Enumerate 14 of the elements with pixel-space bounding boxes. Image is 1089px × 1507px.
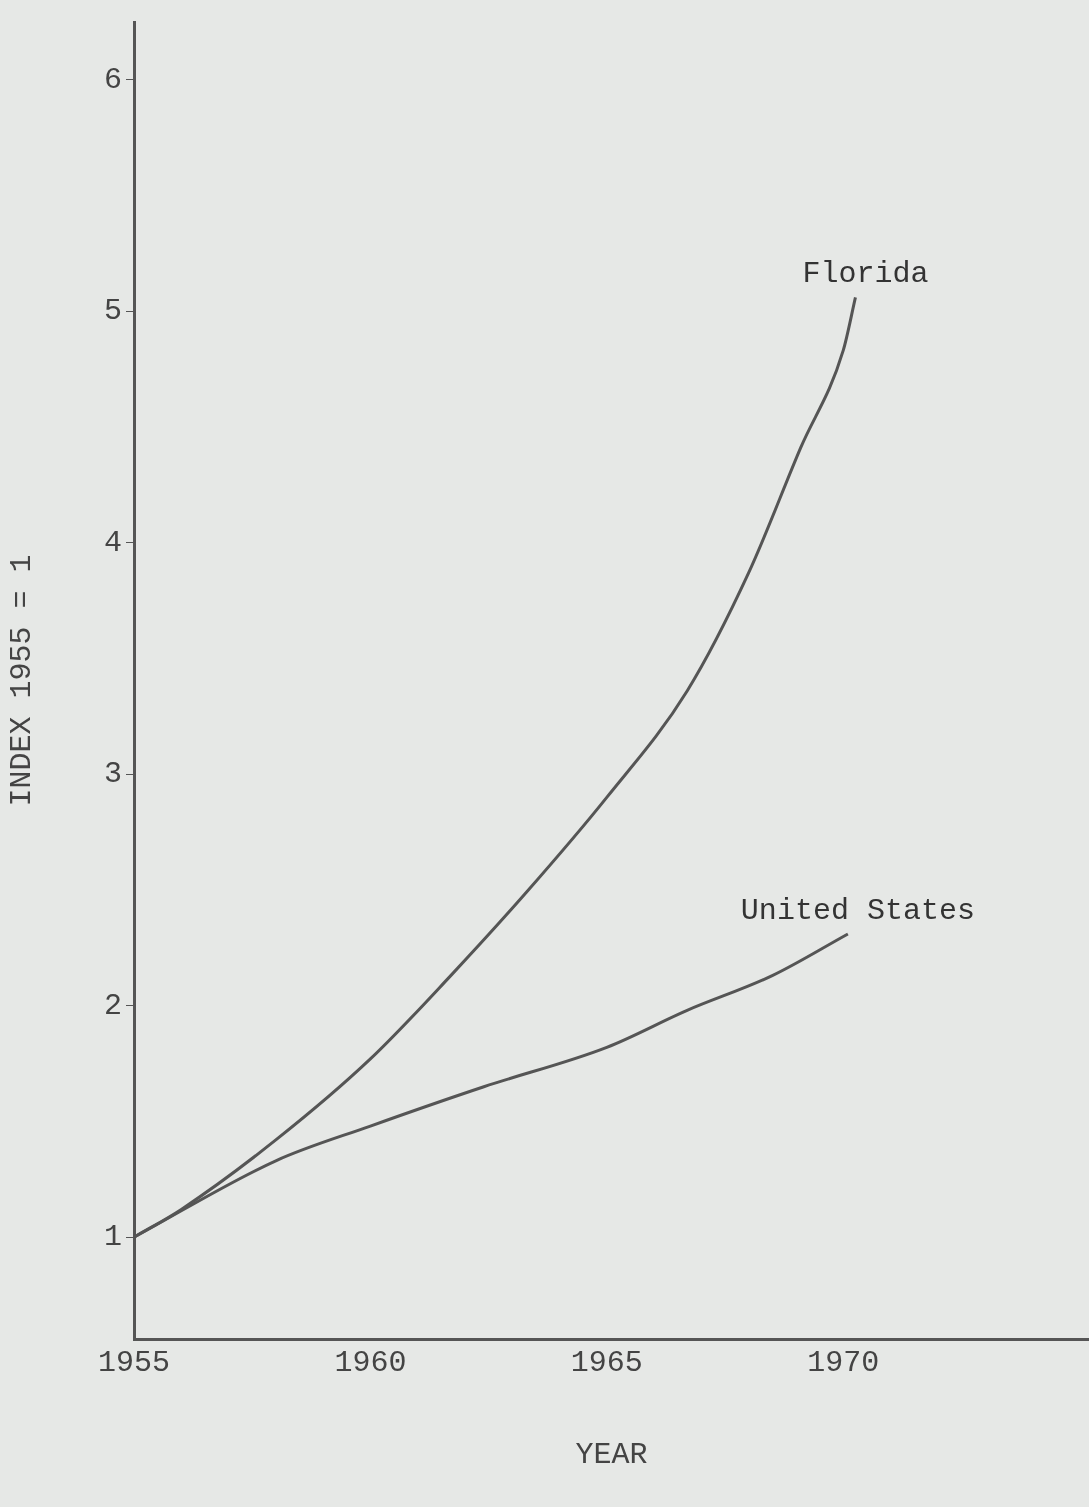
y-tick-label: 4 (103, 525, 122, 560)
x-tick-label: 1965 (570, 1345, 643, 1380)
y-tick-label: 1 (103, 1220, 122, 1255)
x-tick-label: 1960 (334, 1345, 407, 1380)
x-axis-title: YEAR (575, 1437, 648, 1472)
series-label: United States (740, 893, 975, 928)
y-tick-label: 6 (103, 62, 122, 97)
y-tick-label: 5 (103, 294, 122, 329)
series-label: Florida (802, 257, 929, 292)
y-tick-label: 3 (103, 757, 122, 792)
x-tick-label: 1970 (807, 1345, 880, 1380)
y-tick-label: 2 (103, 988, 122, 1023)
y-axis-title: INDEX 1955 = 1 (4, 554, 39, 807)
x-tick-label: 1955 (98, 1345, 171, 1380)
